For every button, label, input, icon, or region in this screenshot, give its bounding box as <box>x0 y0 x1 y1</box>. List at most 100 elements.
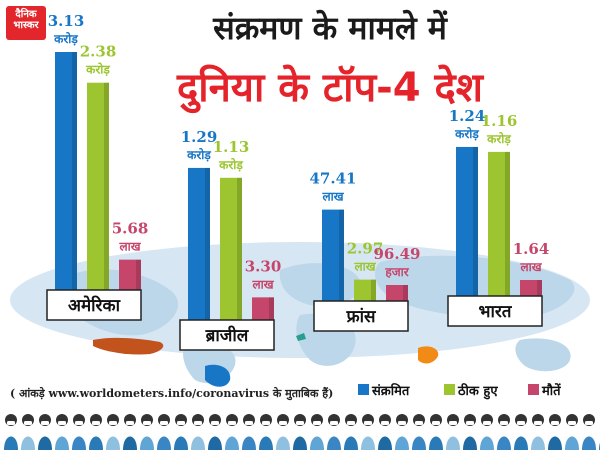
value-label-infected-3: 47.41 <box>310 170 357 188</box>
unit-label-recovered-3: लाख <box>353 260 376 274</box>
legend-swatch-deaths <box>528 384 539 395</box>
crowd-mask <box>7 421 15 425</box>
crowd-person-body <box>531 436 545 450</box>
unit-label-recovered-2: करोड़ <box>218 158 243 172</box>
value-label-deaths-2: 3.30 <box>245 257 282 275</box>
bar-recovered-3 <box>354 279 376 303</box>
country-label-2: ब्राजील <box>205 325 250 346</box>
crowd-mask <box>279 421 287 425</box>
bar-shade-recovered-1 <box>104 82 109 292</box>
crowd-person-body <box>38 436 52 450</box>
crowd-person-body <box>89 436 103 450</box>
legend: संक्रमित ठीक हुए मौतें <box>358 383 562 400</box>
map-australia <box>515 338 571 372</box>
crowd-mask <box>517 421 525 425</box>
crowd-mask <box>585 421 593 425</box>
bar-shade-deaths-1 <box>136 259 141 292</box>
crowd-person-body <box>123 436 137 450</box>
crowd-person-body <box>106 436 120 450</box>
crowd-mask <box>160 421 168 425</box>
crowd-mask <box>58 421 66 425</box>
crowd-person-body <box>174 436 188 450</box>
crowd-mask <box>245 421 253 425</box>
crowd-person-body <box>463 436 477 450</box>
country-label-1: अमेरिका <box>68 295 121 316</box>
country-box-3 <box>313 300 409 332</box>
country-label-4: भारत <box>479 302 513 322</box>
unit-label-infected-4: करोड़ <box>454 127 479 141</box>
crowd-person-body <box>55 436 69 450</box>
crowd-mask <box>466 421 474 425</box>
crowd-mask <box>41 421 49 425</box>
crowd-mask <box>568 421 576 425</box>
crowd-mask <box>75 421 83 425</box>
bar-shade-recovered-2 <box>237 177 242 322</box>
crowd-person-body <box>429 436 443 450</box>
crowd-mask <box>483 421 491 425</box>
unit-label-deaths-4: लाख <box>519 260 542 274</box>
crowd-mask <box>24 421 32 425</box>
crowd-person-body <box>242 436 256 450</box>
bar-deaths-3 <box>386 285 408 303</box>
value-label-deaths-4: 1.64 <box>513 240 550 258</box>
crowd-person-body <box>582 436 596 450</box>
crowd-person-body <box>21 436 35 450</box>
legend-label-recovered: ठीक हुए <box>457 383 498 400</box>
crowd-person-body <box>293 436 307 450</box>
bar-recovered-1 <box>87 82 109 292</box>
crowd-mask <box>364 421 372 425</box>
crowd-mask <box>262 421 270 425</box>
crowd-illustration <box>4 414 600 450</box>
value-label-infected-4: 1.24 <box>449 107 486 125</box>
crowd-mask <box>381 421 389 425</box>
bar-recovered-4 <box>488 151 510 298</box>
crowd-person-body <box>361 436 375 450</box>
map-france-highlight <box>296 333 306 341</box>
crowd-mask <box>415 421 423 425</box>
bars-layer <box>55 52 542 322</box>
bar-infected-4 <box>456 146 478 298</box>
unit-label-recovered-1: करोड़ <box>85 63 110 77</box>
crowd-person-body <box>72 436 86 450</box>
legend-swatch-recovered <box>444 384 455 395</box>
value-label-recovered-3: 2.97 <box>347 240 384 258</box>
crowd-mask <box>228 421 236 425</box>
crowd-mask <box>194 421 202 425</box>
crowd-person-body <box>514 436 528 450</box>
crowd-mask <box>126 421 134 425</box>
bar-shade-deaths-3 <box>403 285 408 303</box>
unit-label-deaths-2: लाख <box>251 277 274 291</box>
crowd-mask <box>313 421 321 425</box>
bar-deaths-2 <box>252 297 274 322</box>
crowd-mask <box>534 421 542 425</box>
country-box-2 <box>179 319 275 351</box>
bar-deaths-4 <box>520 280 542 298</box>
crowd-person-body <box>4 436 18 450</box>
value-label-infected-1: 3.13 <box>48 12 85 30</box>
value-label-deaths-3: 96.49 <box>374 245 421 263</box>
crowd-person-body <box>208 436 222 450</box>
dainik-bhaskar-logo: दैनिक भास्कर <box>6 6 46 40</box>
crowd-mask <box>143 421 151 425</box>
logo-line-1: दैनिक <box>15 9 37 20</box>
legend-swatch-infected <box>358 384 369 395</box>
value-label-infected-2: 1.29 <box>181 128 218 146</box>
crowd-person-body <box>565 436 579 450</box>
crowd-person-body <box>395 436 409 450</box>
crowd-person-body <box>378 436 392 450</box>
crowd-person-body <box>191 436 205 450</box>
legend-label-deaths: मौतें <box>541 383 562 399</box>
bar-shade-infected-3 <box>339 209 344 303</box>
bar-deaths-1 <box>119 259 141 292</box>
value-label-deaths-1: 5.68 <box>112 220 149 238</box>
crowd-person-body <box>140 436 154 450</box>
title-line-1: संक्रमण के मामले में <box>213 9 447 47</box>
crowd-person-body <box>480 436 494 450</box>
source-footnote: ( आंकड़े www.worldometers.info/coronavir… <box>10 387 334 400</box>
bar-infected-3 <box>322 209 344 303</box>
crowd-mask <box>551 421 559 425</box>
country-box-1 <box>46 289 142 321</box>
value-label-recovered-1: 2.38 <box>80 43 117 61</box>
bar-shade-infected-2 <box>205 167 210 322</box>
